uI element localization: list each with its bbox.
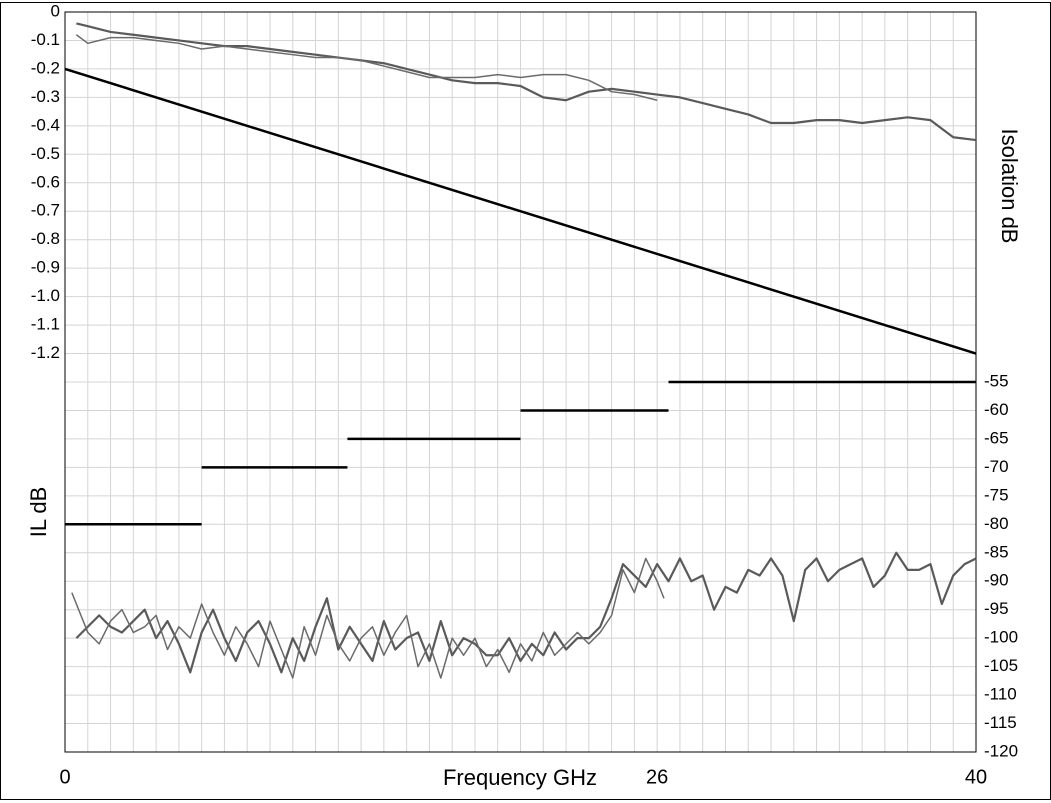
x-tick-label: 0 <box>59 766 70 788</box>
y2-tick-label: -55 <box>984 371 1009 390</box>
series-line <box>76 22 977 142</box>
y-axis-label: IL dB <box>26 487 51 538</box>
y2-tick-label: -120 <box>984 741 1018 760</box>
y2-tick-label: -80 <box>984 514 1009 533</box>
y-tick-label: -0.1 <box>31 30 60 49</box>
y-tick-label: -0.5 <box>31 144 60 163</box>
series-line <box>71 557 665 679</box>
y-tick-label: -1.0 <box>31 286 60 305</box>
y2-tick-label: -60 <box>984 400 1009 419</box>
x-axis-label: Frequency GHz <box>443 765 597 790</box>
y2-tick-label: -95 <box>984 599 1009 618</box>
y-tick-label: -0.4 <box>31 115 60 134</box>
y-tick-label: -0.3 <box>31 87 60 106</box>
y2-tick-label: -65 <box>984 428 1009 447</box>
y2-axis-label: Isolation dB <box>997 129 1022 244</box>
series-line <box>75 551 977 674</box>
y2-tick-label: -85 <box>984 542 1009 561</box>
y2-tick-label: -70 <box>984 457 1009 476</box>
y2-tick-label: -110 <box>984 685 1017 704</box>
y2-tick-label: -115 <box>984 713 1017 732</box>
y2-tick-label: -105 <box>984 656 1018 675</box>
series-line <box>64 67 977 355</box>
y-tick-label: -0.2 <box>31 58 60 77</box>
series-line <box>75 34 658 101</box>
y-tick-label: 0 <box>51 1 60 20</box>
y-tick-label: -1.1 <box>31 315 60 334</box>
x-tick-label: 26 <box>646 766 668 788</box>
y-tick-label: -0.6 <box>31 172 60 191</box>
y-tick-label: -0.7 <box>31 201 60 220</box>
y-tick-label: -0.8 <box>31 229 60 248</box>
y2-tick-label: -90 <box>984 571 1009 590</box>
y2-tick-label: -100 <box>984 628 1018 647</box>
y-tick-label: -0.9 <box>31 258 60 277</box>
y-tick-label: -1.2 <box>31 343 60 362</box>
x-tick-label: 40 <box>965 766 987 788</box>
y2-tick-label: -75 <box>984 485 1009 504</box>
